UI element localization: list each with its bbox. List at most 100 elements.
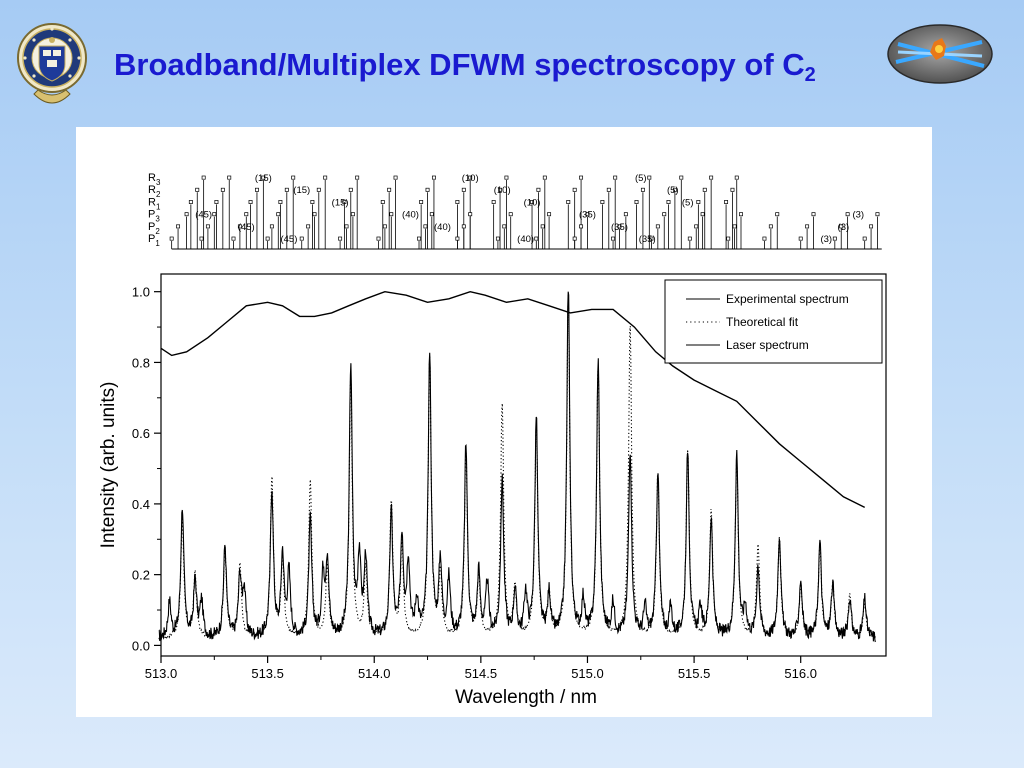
- x-tick-label: 516.0: [784, 666, 817, 681]
- assignment-marker: [265, 236, 270, 241]
- rotational-quantum-number-label: (15): [255, 173, 272, 184]
- assignment-marker: [542, 175, 547, 180]
- assignment-marker: [508, 212, 513, 217]
- rotational-quantum-number-label: (45): [280, 234, 297, 245]
- assignment-marker: [666, 200, 671, 204]
- assignment-marker: [839, 224, 844, 229]
- x-axis-label: Wavelength / nm: [455, 687, 597, 708]
- assignment-marker: [611, 236, 616, 241]
- assignment-marker: [184, 212, 189, 217]
- assignment-marker: [387, 187, 392, 192]
- assignment-marker: [468, 212, 473, 217]
- university-crest-logo: [14, 20, 90, 111]
- assignment-marker: [498, 187, 502, 192]
- assignment-marker: [655, 224, 660, 229]
- y-tick-label: 0.0: [132, 638, 150, 653]
- assignment-marker: [214, 200, 219, 204]
- assignment-marker: [702, 187, 707, 192]
- x-tick-label: 515.5: [678, 666, 711, 681]
- chart-panel: R3 R2 R1 P3 P2 P1 (15) (10) (5) (15) (10) (5) (15) (1…: [76, 127, 932, 717]
- laser-beams-logo: [886, 22, 994, 91]
- assignment-marker: [299, 236, 304, 241]
- assignment-marker: [696, 200, 701, 204]
- assignment-marker: [495, 236, 500, 241]
- title-text: Broadband/Multiplex DFWM spectroscopy of…: [114, 47, 805, 82]
- assignment-marker: [805, 224, 810, 229]
- assignment-marker: [389, 212, 394, 217]
- y-tick-label: 0.4: [132, 497, 150, 512]
- rotational-quantum-number-label: (3): [820, 234, 832, 245]
- assignment-marker: [762, 236, 767, 241]
- assignment-marker: [572, 187, 577, 192]
- assignment-marker: [726, 236, 731, 241]
- assignment-marker: [775, 212, 780, 217]
- assignment-marker: [220, 187, 225, 192]
- assignment-marker: [579, 175, 584, 180]
- assignment-marker: [547, 212, 552, 217]
- rotational-quantum-number-label: (40): [434, 222, 451, 233]
- assignment-marker: [875, 212, 880, 217]
- rotational-quantum-number-label: (15): [293, 185, 310, 196]
- assignment-marker: [832, 236, 837, 241]
- assignment-marker: [338, 236, 343, 241]
- assignment-marker: [188, 200, 193, 204]
- assignment-marker: [278, 200, 283, 204]
- branch-label-r1: R1: [148, 196, 161, 211]
- assignment-marker: [169, 236, 174, 241]
- assignment-marker: [461, 187, 466, 192]
- x-tick-label: 514.0: [358, 666, 391, 681]
- assignment-marker: [316, 187, 321, 192]
- assignment-marker: [572, 236, 577, 241]
- rotational-quantum-number-label: (5): [682, 197, 694, 208]
- rotational-quantum-number-label: (10): [494, 185, 511, 196]
- assignment-marker: [739, 212, 743, 217]
- title-subscript: 2: [804, 64, 816, 86]
- assignment-marker: [393, 175, 398, 180]
- assignment-marker: [342, 200, 347, 204]
- laser-spectrum-line: [160, 290, 866, 509]
- rotational-quantum-number-label: (35): [611, 222, 628, 233]
- rotational-quantum-number-label: (5): [635, 173, 647, 184]
- assignment-marker: [536, 187, 541, 192]
- rotational-quantum-number-label: (35): [579, 210, 596, 221]
- assignment-marker: [201, 175, 206, 180]
- rotational-quantum-number-label: (35): [639, 234, 656, 245]
- assignment-marker: [606, 187, 611, 192]
- plot-area: 513.0 513.5 514.0 514.5 515.0 515.5 516.0 0.0 0.…: [132, 273, 887, 681]
- assignment-marker: [768, 224, 773, 229]
- x-tick-label: 513.0: [145, 666, 178, 681]
- rotational-quantum-number-label: (45): [195, 210, 212, 221]
- assignment-marker: [276, 212, 281, 217]
- assignment-marker: [382, 224, 387, 229]
- plot-frame: [160, 273, 887, 657]
- assignment-marker: [732, 224, 737, 229]
- assignment-marker: [312, 212, 317, 217]
- x-tick-label: 515.0: [571, 666, 604, 681]
- assignment-marker: [205, 224, 210, 229]
- assignment-marker: [811, 212, 816, 217]
- assignment-marker: [579, 224, 584, 229]
- rotational-quantum-number-label: (10): [524, 197, 541, 208]
- assignment-marker: [310, 200, 315, 204]
- assignment-marker: [461, 224, 466, 229]
- assignment-marker: [862, 236, 867, 241]
- assignment-marker: [530, 200, 534, 204]
- assignment-marker: [244, 212, 249, 217]
- assignment-marker: [687, 236, 692, 241]
- rotational-quantum-number-label: (40): [402, 210, 419, 221]
- branch-label-p1: P1: [148, 233, 160, 248]
- rotational-quantum-number-label: (40): [517, 234, 534, 245]
- x-tick-label: 514.5: [465, 666, 498, 681]
- assignment-marker: [798, 236, 803, 241]
- assignment-marker: [700, 212, 705, 217]
- assignment-marker: [212, 212, 217, 217]
- assignment-marker: [600, 200, 605, 204]
- assignment-marker: [237, 224, 242, 229]
- assignment-marker: [419, 200, 424, 204]
- assignment-marker: [376, 236, 381, 241]
- assignment-marker: [455, 236, 460, 241]
- assignment-marker: [540, 224, 545, 229]
- assignment-marker: [869, 224, 874, 229]
- legend-box: [664, 279, 883, 364]
- y-tick-label: 0.8: [132, 355, 150, 370]
